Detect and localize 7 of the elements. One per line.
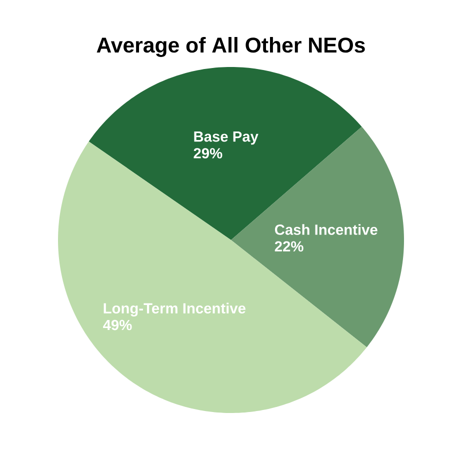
data-label: 22% [274, 241, 304, 252]
slice-label: Long-Term Incentive [104, 302, 246, 317]
slice-label: Base Pay [194, 132, 258, 145]
data-label: 29% [194, 148, 222, 158]
slice-label: Cash Incentive [274, 224, 378, 235]
chart-title: Average of All Other NEOs [96, 37, 365, 57]
data-label: 49% [103, 320, 132, 330]
